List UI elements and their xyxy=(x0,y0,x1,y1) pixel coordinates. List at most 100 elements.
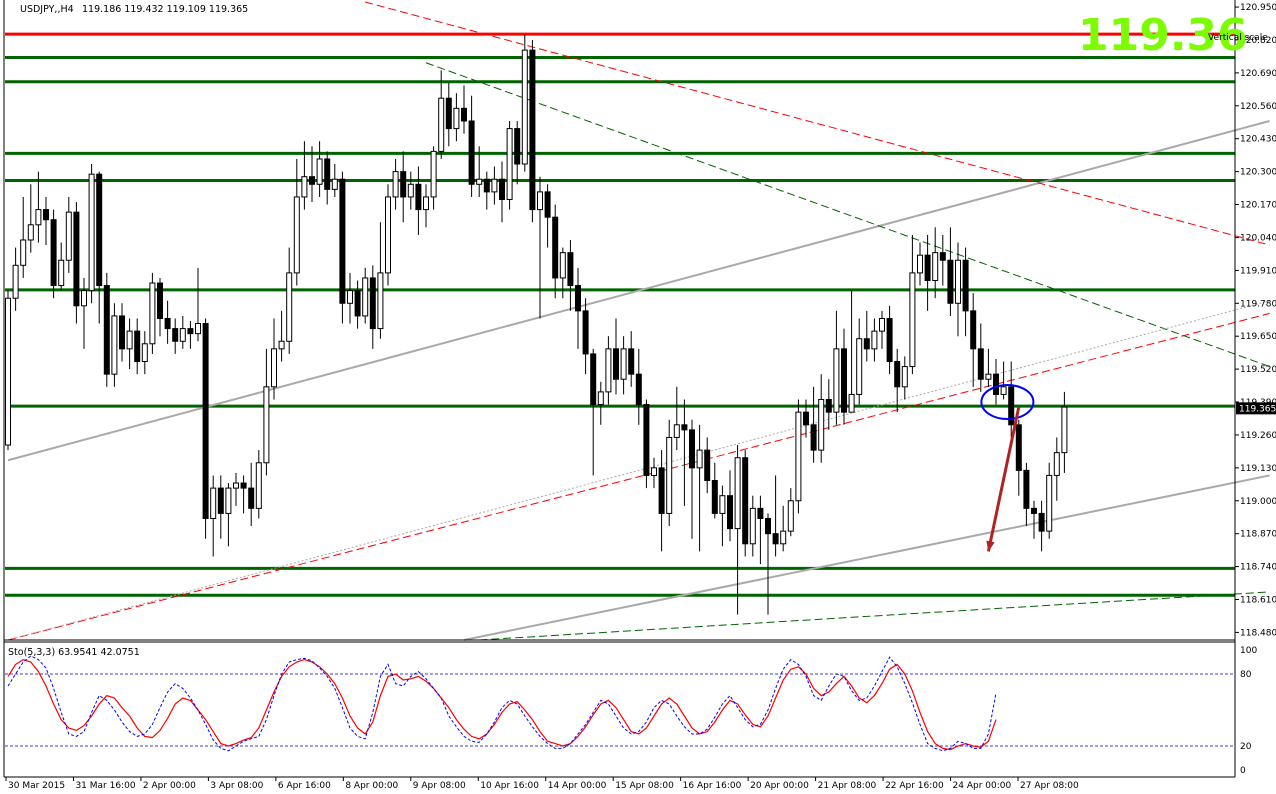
candle xyxy=(734,445,741,615)
bull-candle-body xyxy=(879,317,885,332)
bull-candle-body xyxy=(12,264,19,299)
candle xyxy=(947,227,954,316)
candle xyxy=(1015,419,1022,496)
bear-candle-body xyxy=(1023,469,1030,509)
candle xyxy=(119,303,125,362)
highlight-ellipse xyxy=(980,384,1035,421)
time-tick-label: 31 Mar 16:00 xyxy=(75,781,135,791)
bull-candle-body xyxy=(787,500,794,532)
candle xyxy=(795,399,802,514)
trendline xyxy=(463,474,1270,641)
bear-candle-body xyxy=(841,348,847,413)
bull-candle-body xyxy=(719,495,726,514)
candle xyxy=(445,83,452,147)
bull-candle-body xyxy=(347,290,353,304)
time-tick-label: 27 Apr 08:00 xyxy=(1020,781,1079,791)
candle xyxy=(499,161,505,223)
trendline xyxy=(7,120,1270,462)
time-tick-label: 22 Apr 16:00 xyxy=(885,781,944,791)
price-tick-label: 119.520 xyxy=(1240,365,1276,375)
candle xyxy=(141,331,148,375)
bull-candle-body xyxy=(780,530,787,545)
candle xyxy=(605,336,612,405)
candle xyxy=(309,146,315,203)
candle xyxy=(461,85,467,134)
bull-candle-body xyxy=(559,252,566,279)
candle xyxy=(400,151,407,223)
bear-candle-body xyxy=(1015,424,1022,471)
candle xyxy=(613,318,619,395)
bull-candle-body xyxy=(932,252,939,281)
bull-candle-body xyxy=(278,340,285,350)
big-price-label: 119.36 xyxy=(1078,10,1248,61)
bear-candle-body xyxy=(103,285,110,375)
price-tick-label: 120.950 xyxy=(1240,3,1276,13)
stochastic-subwindow[interactable] xyxy=(5,655,1235,752)
bear-candle-body xyxy=(711,480,718,514)
candle xyxy=(339,171,346,324)
time-tick-label: 9 Apr 08:00 xyxy=(413,781,466,791)
candle xyxy=(597,381,604,425)
bull-candle-body xyxy=(392,171,399,198)
candle xyxy=(932,227,939,299)
bull-candle-body xyxy=(1046,474,1053,532)
bull-candle-body xyxy=(597,391,604,406)
bull-candle-body xyxy=(111,315,118,375)
candle xyxy=(415,166,422,235)
candle xyxy=(392,158,399,210)
candle xyxy=(111,303,118,387)
trendline xyxy=(365,1,1270,246)
bear-candle-body xyxy=(681,424,688,431)
bear-candle-body xyxy=(248,487,255,509)
candle xyxy=(871,318,878,362)
bear-candle-body xyxy=(727,495,733,530)
bear-candle-body xyxy=(977,348,984,380)
price-tick-label: 119.130 xyxy=(1240,464,1276,474)
bear-candle-body xyxy=(369,277,376,330)
bear-candle-body xyxy=(628,348,635,375)
candle xyxy=(681,399,688,506)
bear-candle-body xyxy=(1008,386,1015,426)
candle xyxy=(377,222,384,339)
bear-candle-body xyxy=(415,183,422,211)
price-tick-label: 120.820 xyxy=(1240,36,1276,46)
symbol-header: USDJPY,,H4 xyxy=(20,4,74,15)
bear-candle-body xyxy=(863,338,870,350)
bull-candle-body xyxy=(666,436,673,514)
candle xyxy=(58,242,65,291)
bull-candle-body xyxy=(385,196,391,274)
stochastic-tick-label: 0 xyxy=(1240,766,1246,776)
candle xyxy=(195,267,201,342)
candle xyxy=(841,328,847,425)
bull-candle-body xyxy=(141,343,148,363)
time-tick-label: 21 Apr 08:00 xyxy=(818,781,877,791)
bear-candle-body xyxy=(544,191,551,218)
price-tick-label: 120.430 xyxy=(1240,135,1276,145)
bull-candle-body xyxy=(407,183,414,198)
candle xyxy=(825,379,832,430)
main-price-plot[interactable] xyxy=(5,1,1270,641)
price-tick-label: 119.910 xyxy=(1240,266,1276,276)
candle xyxy=(5,290,11,451)
candle xyxy=(879,310,885,349)
bear-candle-body xyxy=(658,467,665,514)
candle xyxy=(742,450,749,557)
bull-candle-body xyxy=(58,259,65,287)
bull-candle-body xyxy=(316,158,323,185)
candle xyxy=(810,386,817,463)
candle xyxy=(278,310,285,362)
bull-candle-body xyxy=(301,176,308,198)
bear-candle-body xyxy=(924,254,931,281)
candle xyxy=(354,280,361,329)
bull-candle-body xyxy=(476,178,483,185)
candle xyxy=(818,374,825,463)
bull-candle-body xyxy=(362,277,369,317)
bull-candle-body xyxy=(88,173,95,292)
bear-candle-body xyxy=(187,328,194,335)
bear-candle-body xyxy=(119,315,125,350)
candle xyxy=(1023,462,1030,527)
price-tick-label: 120.040 xyxy=(1240,233,1276,243)
candle xyxy=(103,272,110,387)
time-tick-label: 30 Mar 2015 xyxy=(8,781,65,791)
